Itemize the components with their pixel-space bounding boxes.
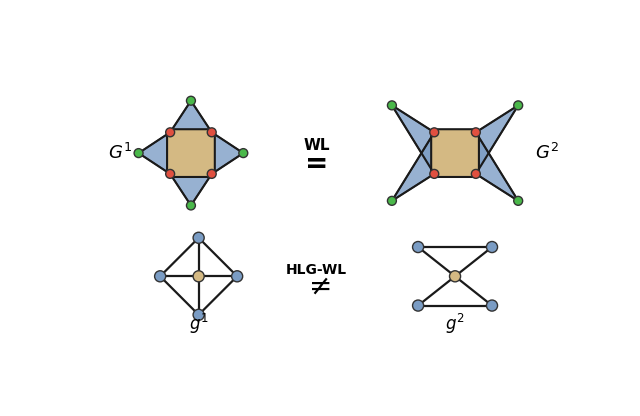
Circle shape [207, 128, 216, 137]
Circle shape [193, 309, 204, 320]
Circle shape [155, 271, 166, 282]
Circle shape [207, 169, 216, 178]
Circle shape [239, 149, 248, 158]
Circle shape [472, 169, 480, 178]
Text: $\neq$: $\neq$ [303, 273, 330, 301]
Polygon shape [476, 132, 518, 201]
Text: $g^2$: $g^2$ [445, 312, 465, 336]
Circle shape [413, 242, 424, 253]
FancyBboxPatch shape [167, 129, 215, 177]
Circle shape [514, 101, 523, 110]
Circle shape [186, 201, 195, 210]
Circle shape [449, 271, 461, 282]
Circle shape [193, 271, 204, 282]
FancyBboxPatch shape [431, 129, 479, 177]
Polygon shape [392, 132, 435, 201]
Polygon shape [392, 105, 435, 174]
Text: =: = [305, 150, 328, 178]
Circle shape [430, 169, 439, 178]
Circle shape [166, 169, 175, 178]
Circle shape [430, 128, 439, 137]
Polygon shape [476, 105, 518, 174]
Circle shape [486, 242, 497, 253]
Circle shape [413, 300, 424, 311]
Text: $G^2$: $G^2$ [536, 143, 559, 163]
Text: HLG-WL: HLG-WL [286, 263, 347, 277]
Polygon shape [170, 174, 212, 206]
Text: $g^1$: $g^1$ [189, 312, 209, 336]
Circle shape [486, 300, 497, 311]
Circle shape [166, 128, 175, 137]
Circle shape [387, 101, 396, 110]
Circle shape [472, 128, 480, 137]
Circle shape [514, 196, 523, 206]
Circle shape [134, 149, 143, 158]
Circle shape [186, 96, 195, 105]
Text: $G^1$: $G^1$ [108, 143, 132, 163]
Polygon shape [212, 132, 243, 174]
Text: WL: WL [303, 138, 330, 153]
Polygon shape [170, 101, 212, 132]
Circle shape [387, 196, 396, 206]
Circle shape [193, 232, 204, 243]
Polygon shape [139, 132, 170, 174]
Circle shape [232, 271, 243, 282]
